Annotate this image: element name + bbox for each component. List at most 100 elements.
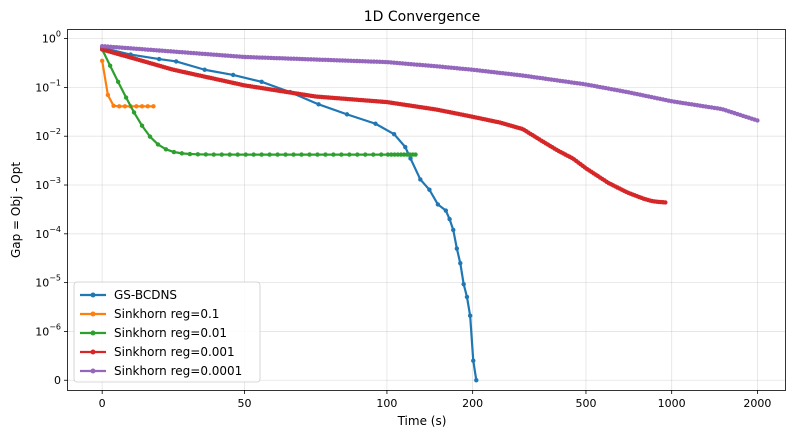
data-point <box>99 58 105 64</box>
legend-label: GS-BCDNS <box>114 288 177 302</box>
data-point <box>299 152 304 157</box>
data-point <box>391 131 397 137</box>
data-point <box>163 147 169 152</box>
legend-item: Sinkhorn reg=0.1 <box>80 307 219 321</box>
data-point <box>371 152 376 157</box>
data-point <box>259 152 264 157</box>
data-point <box>454 246 460 251</box>
data-point <box>139 104 145 109</box>
data-point <box>323 152 328 157</box>
data-point <box>187 151 193 157</box>
data-point <box>219 152 224 157</box>
data-point <box>267 152 272 157</box>
data-point <box>398 152 404 157</box>
data-point <box>461 281 466 287</box>
x-tick-label: 100 <box>376 397 397 410</box>
legend-marker <box>90 311 96 317</box>
series-sinkhorn-reg-0-01 <box>99 47 418 157</box>
data-point <box>111 103 116 108</box>
data-point <box>107 63 113 68</box>
data-point <box>105 92 111 98</box>
series-layer <box>99 43 760 383</box>
legend-marker <box>90 292 96 298</box>
data-point <box>379 152 384 157</box>
data-point <box>413 152 418 157</box>
data-point <box>202 67 207 72</box>
x-tick-label: 50 <box>238 397 252 410</box>
y-tick-label: 10−1 <box>35 78 61 94</box>
data-point <box>389 152 394 157</box>
legend-frame <box>73 281 261 383</box>
data-point <box>355 152 360 157</box>
x-tick-label: 200 <box>462 397 483 410</box>
data-point <box>230 72 236 78</box>
data-point <box>418 177 423 182</box>
legend-label: Sinkhorn reg=0.1 <box>114 307 219 321</box>
data-point <box>755 118 760 123</box>
plot-frame <box>67 29 786 391</box>
data-point <box>373 121 378 126</box>
data-point <box>385 152 391 157</box>
legend: GS-BCDNS Sinkhorn reg=0.1 Sinkhorn reg=0.0… <box>73 281 261 383</box>
data-point <box>179 151 185 156</box>
data-point <box>458 261 463 266</box>
data-point <box>291 152 296 157</box>
series-gs-bcdns <box>99 45 479 383</box>
y-tick-label: 10−2 <box>35 127 61 143</box>
data-point <box>471 358 476 363</box>
legend-label: Sinkhorn reg=0.01 <box>114 326 227 340</box>
data-point <box>347 152 352 157</box>
y-tick-label: 10−3 <box>35 176 61 192</box>
data-point <box>131 110 137 115</box>
data-point <box>235 152 240 157</box>
data-point <box>464 294 470 300</box>
data-point <box>275 152 280 157</box>
data-point <box>403 144 408 150</box>
legend-label: Sinkhorn reg=0.001 <box>114 345 235 359</box>
data-point <box>174 59 179 64</box>
y-tick-label: 0 <box>54 374 61 387</box>
legend-item: Sinkhorn reg=0.001 <box>80 345 235 359</box>
legend-marker <box>90 368 96 374</box>
data-point <box>203 152 209 157</box>
data-point <box>243 152 248 157</box>
series-sinkhorn-reg-0-1 <box>99 58 156 109</box>
data-point <box>344 112 350 117</box>
data-point <box>315 152 320 157</box>
data-point <box>123 95 129 100</box>
series-line <box>101 60 154 108</box>
data-point <box>392 152 397 157</box>
data-point <box>115 79 121 85</box>
data-point <box>663 200 668 205</box>
chart-title: 1D Convergence <box>364 9 480 25</box>
y-tick-label: 10−5 <box>35 274 61 290</box>
data-point <box>122 104 128 109</box>
data-point <box>134 104 139 109</box>
data-point <box>155 142 161 147</box>
y-tick-label: 10−6 <box>35 322 61 338</box>
data-point <box>171 149 177 155</box>
axis-ticks: 0 50 100 200 500 1000 2000 0 10−6 10−5 10−4 10−3 10−… <box>35 30 771 410</box>
x-tick-label: 500 <box>575 397 596 410</box>
legend-marker <box>90 330 96 336</box>
data-point <box>151 104 156 109</box>
y-axis-label: Gap = Obj - Opt <box>9 162 23 258</box>
data-point <box>408 156 413 161</box>
data-point <box>211 152 216 157</box>
data-point <box>451 227 456 233</box>
data-point <box>427 187 432 192</box>
data-point <box>316 102 321 107</box>
data-point <box>195 152 201 157</box>
legend-marker <box>90 349 96 355</box>
y-tick-label: 100 <box>42 30 61 46</box>
data-point <box>227 152 232 157</box>
data-point <box>435 202 441 207</box>
x-tick-label: 0 <box>99 397 106 410</box>
data-point <box>251 152 256 157</box>
data-point <box>139 123 145 128</box>
y-tick-label: 10−4 <box>35 225 61 241</box>
x-tick-label: 2000 <box>743 397 771 410</box>
data-point <box>395 152 401 157</box>
legend-item: Sinkhorn reg=0.01 <box>80 326 227 340</box>
